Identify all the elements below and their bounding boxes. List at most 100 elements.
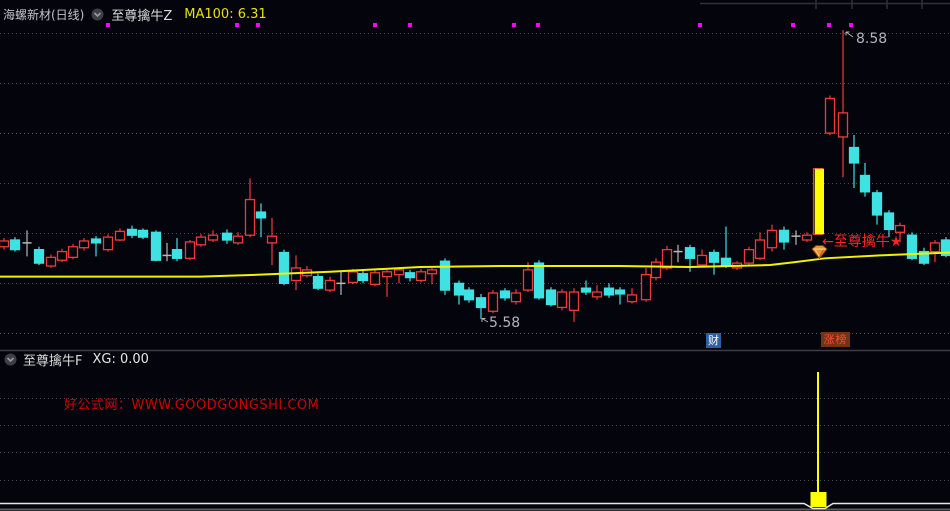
xg-signal-square xyxy=(810,492,827,507)
candle-body xyxy=(684,247,696,259)
candle-body xyxy=(640,274,652,301)
candle-body xyxy=(487,292,499,312)
candle-body xyxy=(708,251,720,263)
candle-body xyxy=(369,272,381,285)
candle-body xyxy=(114,230,126,241)
candle-body xyxy=(126,228,138,236)
candle-body xyxy=(67,246,79,258)
candle-body xyxy=(102,236,114,251)
candle-body xyxy=(766,229,778,249)
candle-body xyxy=(568,291,580,311)
candle-body xyxy=(278,251,290,285)
candle-body xyxy=(754,239,766,259)
signal-dot xyxy=(827,23,831,27)
candle-body xyxy=(33,248,45,264)
candle-body xyxy=(78,240,90,249)
candle-body xyxy=(184,241,196,259)
candle-body xyxy=(393,269,405,276)
signal-label: ←至尊擒牛★ xyxy=(822,233,902,250)
bottom-indicator-name[interactable]: 至尊擒牛F xyxy=(23,354,83,369)
candle-body xyxy=(266,235,278,244)
xg-zero-line xyxy=(0,502,950,510)
chevron-down-icon[interactable] xyxy=(91,8,104,21)
signal-dot xyxy=(256,23,260,27)
news-badge-zhangbang[interactable]: 涨榜 xyxy=(821,332,850,347)
candle-body xyxy=(580,287,592,293)
signal-dot xyxy=(235,23,239,27)
signal-dot xyxy=(408,23,412,27)
stock-title: 海螺新材(日线) xyxy=(3,8,85,22)
candle-body xyxy=(837,112,849,138)
signal-dot xyxy=(698,23,702,27)
candle-body xyxy=(940,239,950,257)
candle-body xyxy=(906,234,918,259)
candle-body xyxy=(859,174,871,193)
candle-body xyxy=(150,231,162,261)
candle-body xyxy=(510,292,522,303)
top-ruler xyxy=(700,0,950,9)
candle-body xyxy=(347,271,359,284)
candle-body xyxy=(778,229,790,243)
candle-body xyxy=(404,272,416,279)
candle-body xyxy=(475,297,487,309)
candle-body xyxy=(312,275,324,289)
candle-body xyxy=(207,234,219,241)
xg-value-label: XG: 0.00 xyxy=(92,352,149,367)
watermark: 好公式网：WWW.GOODGONGSHI.COM xyxy=(64,398,320,413)
candle-body xyxy=(720,257,732,266)
candle-body xyxy=(522,269,534,291)
candle-body xyxy=(801,234,813,241)
candle-body xyxy=(195,236,207,246)
candle-body xyxy=(743,248,755,264)
candle-body xyxy=(0,240,10,248)
signal-highlight-bar xyxy=(814,168,824,235)
candle-body xyxy=(545,289,557,306)
candle-body xyxy=(463,289,475,301)
candlestick-series xyxy=(0,30,950,322)
candle-body xyxy=(244,198,256,236)
bottom-panel-header: 至尊擒牛F XG: 0.00 xyxy=(4,350,149,369)
signal-dot xyxy=(106,23,110,27)
gem-icon xyxy=(811,245,828,260)
candle-body xyxy=(626,294,638,303)
signal-dot xyxy=(849,23,853,27)
candle-body xyxy=(90,238,102,244)
candle-body xyxy=(556,291,568,309)
candle-body xyxy=(137,229,149,238)
candle-body xyxy=(591,291,603,298)
candle-body xyxy=(426,269,438,275)
candle-body xyxy=(661,248,673,269)
signal-dot xyxy=(536,23,540,27)
signal-dots xyxy=(106,23,853,27)
candle-body xyxy=(894,224,906,233)
candle-body xyxy=(533,262,545,299)
main-panel-header: 海螺新材(日线) 至尊擒牛Z MA100: 6.31 xyxy=(3,5,267,24)
candle-body xyxy=(439,260,451,291)
candle-body xyxy=(650,261,662,279)
candle-body xyxy=(255,211,267,219)
news-badge-cai[interactable]: 财 xyxy=(706,333,721,348)
candle-body xyxy=(171,248,183,259)
candle-body xyxy=(45,256,57,267)
candle-body xyxy=(232,235,244,244)
high-label: 8.58 xyxy=(856,31,887,47)
chevron-down-icon[interactable] xyxy=(4,353,17,366)
candle-body xyxy=(9,239,21,251)
candle-body xyxy=(324,279,336,291)
candle-body xyxy=(357,273,369,282)
ma100-line xyxy=(0,251,950,278)
annotations: 8.58 5.58 ←至尊擒牛★ xyxy=(481,31,902,331)
bottom-chart-canvas[interactable] xyxy=(0,352,950,507)
candle-body xyxy=(614,289,626,295)
candle-body xyxy=(929,242,941,253)
signal-dot xyxy=(512,23,516,27)
signal-dot xyxy=(791,23,795,27)
main-chart-canvas[interactable] xyxy=(0,28,950,348)
low-label: 5.58 xyxy=(489,315,520,331)
candle-body xyxy=(415,271,427,282)
candle-body xyxy=(824,97,836,134)
main-indicator-name[interactable]: 至尊擒牛Z xyxy=(111,9,173,24)
candle-body xyxy=(499,290,511,299)
ma100-value-label: MA100: 6.31 xyxy=(184,7,267,22)
